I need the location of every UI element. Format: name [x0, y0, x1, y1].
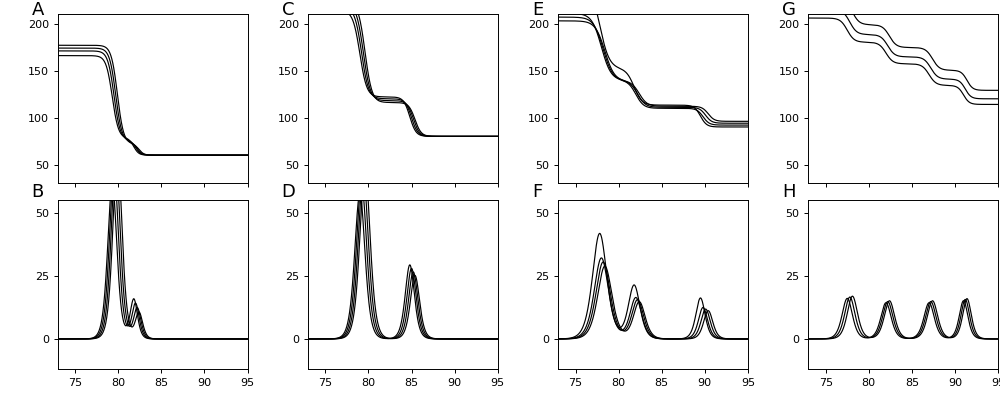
- Text: D: D: [282, 183, 296, 201]
- Text: C: C: [282, 1, 294, 19]
- Text: A: A: [31, 1, 44, 19]
- Text: E: E: [532, 1, 543, 19]
- Text: B: B: [31, 183, 44, 201]
- Text: F: F: [532, 183, 542, 201]
- Text: H: H: [782, 183, 795, 201]
- Text: G: G: [782, 1, 796, 19]
